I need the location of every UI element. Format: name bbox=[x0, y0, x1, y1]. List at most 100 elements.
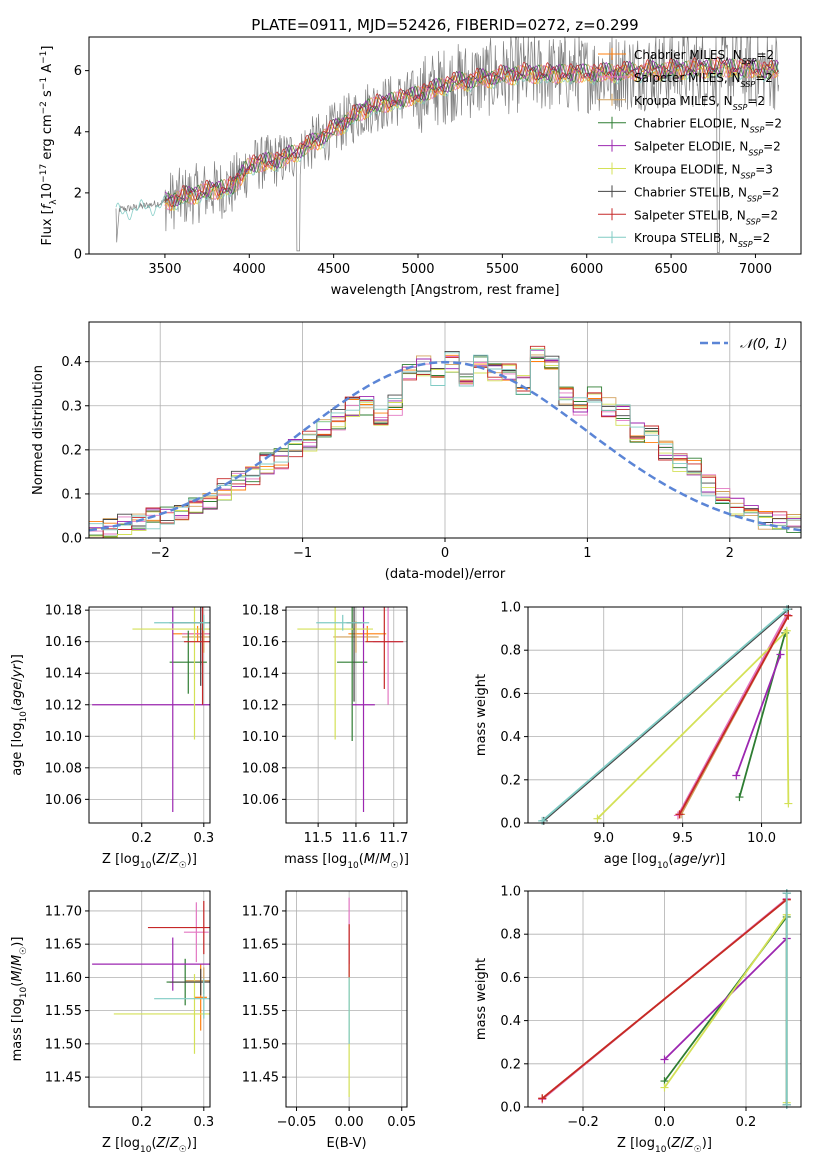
y-tick-label: 10.18 bbox=[242, 604, 279, 619]
y-tick-label: 11.60 bbox=[45, 971, 82, 986]
x-tick-label: 9.0 bbox=[593, 831, 614, 846]
y-tick-label: 11.65 bbox=[45, 938, 82, 953]
chart-age-vs-Z: 0.2 0.3 10.06 10.08 10.10 10.12 10.14 10.16 10.1… bbox=[10, 604, 214, 871]
y-tick-label: 11.45 bbox=[45, 1071, 82, 1086]
model-spectrum-line bbox=[164, 58, 779, 208]
x-axis-label: mass [log10(M/M☉)] bbox=[284, 852, 409, 871]
weight-marker bbox=[538, 816, 547, 825]
legend-label: Kroupa MILES, NSSP=2 bbox=[634, 94, 765, 112]
errorbar-plot bbox=[297, 607, 404, 812]
x-tick-label: 11.7 bbox=[379, 831, 408, 846]
histogram-step bbox=[89, 349, 801, 531]
legend-label: 𝒩(0, 1) bbox=[740, 337, 787, 352]
y-tick-label: 0.0 bbox=[500, 1101, 521, 1116]
x-axis-label: Z [log10(Z/Z☉)] bbox=[617, 1136, 712, 1155]
weight-marker bbox=[660, 1083, 669, 1092]
y-tick-label: 0.4 bbox=[61, 355, 82, 370]
y-tick-label: 0.3 bbox=[61, 399, 82, 414]
y-tick-label: 11.55 bbox=[242, 1004, 279, 1019]
model-spectrum-line bbox=[164, 56, 779, 208]
x-axis-label: (data-model)/error bbox=[385, 567, 506, 582]
errorbar-plot bbox=[92, 900, 210, 1054]
y-tick-label: 0.1 bbox=[61, 487, 82, 502]
weight-plot bbox=[538, 889, 791, 1109]
weight-marker bbox=[782, 605, 791, 614]
y-tick-label: 10.12 bbox=[45, 698, 82, 713]
chart-weight-vs-Z: −0.2 0.0 0.2 0.0 0.2 0.4 0.6 0.8 1.0 mass weight Z… bbox=[474, 885, 802, 1155]
y-tick-label: 0.6 bbox=[500, 687, 521, 702]
legend-label: Chabrier MILES, NSSP=2 bbox=[634, 48, 774, 66]
x-axis-label: wavelength [Angstrom, rest frame] bbox=[331, 283, 560, 298]
y-tick-label: 10.10 bbox=[242, 730, 279, 745]
weight-marker bbox=[782, 626, 791, 635]
y-tick-label: 11.50 bbox=[45, 1037, 82, 1052]
legend-label: Chabrier STELIB, NSSP=2 bbox=[634, 185, 779, 203]
axes-frame bbox=[88, 36, 802, 255]
weight-marker bbox=[782, 889, 791, 898]
x-tick-label: 4000 bbox=[233, 262, 266, 277]
axes-frame bbox=[88, 606, 211, 824]
x-tick-label: 0.0 bbox=[654, 1115, 675, 1130]
x-tick-label: 10.0 bbox=[747, 831, 776, 846]
x-axis-label: Z [log10(Z/Z☉)] bbox=[102, 852, 197, 871]
x-tick-label: 5000 bbox=[401, 262, 434, 277]
x-tick-label: 7000 bbox=[739, 262, 772, 277]
weight-marker bbox=[593, 814, 602, 823]
y-tick-label: 10.16 bbox=[45, 635, 82, 650]
x-tick-label: 1 bbox=[583, 546, 591, 561]
y-tick-label: 6 bbox=[74, 64, 82, 79]
x-tick-label: −1 bbox=[293, 546, 312, 561]
chart-residuals: −2 −1 0 1 2 0.0 0.1 0.2 0.3 0.4 (data-model)/error… bbox=[31, 321, 802, 582]
weight-line bbox=[543, 608, 789, 822]
legend-label: Salpeter STELIB, NSSP=2 bbox=[634, 208, 778, 226]
y-axis-label: mass [log10(M/M☉)] bbox=[10, 937, 29, 1062]
y-tick-label: 11.50 bbox=[242, 1037, 279, 1052]
y-tick-label: 10.08 bbox=[45, 761, 82, 776]
y-axis-label: Normed distribution bbox=[31, 365, 46, 495]
y-tick-label: 0.0 bbox=[500, 817, 521, 832]
y-tick-label: 11.70 bbox=[242, 904, 279, 919]
y-tick-label: 11.60 bbox=[242, 971, 279, 986]
x-tick-label: 0.2 bbox=[131, 1115, 152, 1130]
weight-line bbox=[677, 614, 788, 816]
x-tick-label: 0.05 bbox=[387, 1115, 416, 1130]
x-tick-label: 0.3 bbox=[193, 1115, 214, 1130]
axes-frame bbox=[88, 890, 211, 1108]
weight-plot bbox=[538, 605, 793, 825]
weight-marker bbox=[784, 799, 793, 808]
chart-age-vs-mass: 11.5 11.6 11.7 10.06 10.08 10.10 10.12 10.14 10.… bbox=[242, 604, 409, 871]
weight-line bbox=[678, 615, 790, 815]
errorbar-plot bbox=[92, 607, 210, 812]
residual-plot bbox=[89, 345, 801, 538]
y-tick-label: 0.2 bbox=[500, 1057, 521, 1072]
y-axis-label: Flux [fλ10−17 erg cm−2 s−1 A−1] bbox=[39, 46, 59, 246]
weight-marker bbox=[782, 1100, 791, 1109]
y-tick-label: 0.2 bbox=[500, 773, 521, 788]
weight-line bbox=[735, 654, 782, 776]
y-tick-label: 10.12 bbox=[242, 698, 279, 713]
weight-marker bbox=[784, 611, 793, 620]
weight-marker bbox=[538, 1094, 547, 1103]
legend-label: Kroupa ELODIE, NSSP=3 bbox=[634, 163, 773, 181]
legend-label: Salpeter MILES, NSSP=2 bbox=[634, 71, 773, 89]
y-tick-label: 11.45 bbox=[242, 1071, 279, 1086]
weight-marker bbox=[675, 810, 684, 819]
x-tick-label: 11.5 bbox=[304, 831, 333, 846]
x-tick-label: −0.2 bbox=[567, 1115, 599, 1130]
spectrum-legend: Chabrier MILES, NSSP=2 Salpeter MILES, NS… bbox=[598, 48, 782, 249]
y-tick-label: 0.6 bbox=[500, 971, 521, 986]
weight-marker bbox=[732, 771, 741, 780]
x-tick-label: 0.2 bbox=[736, 1115, 757, 1130]
x-tick-label: 11.6 bbox=[341, 831, 370, 846]
x-axis-label: Z [log10(Z/Z☉)] bbox=[102, 1136, 197, 1155]
y-axis-label: age [log10(age/yr)] bbox=[10, 654, 29, 776]
residual-legend: 𝒩(0, 1) bbox=[700, 337, 787, 352]
weight-line bbox=[541, 898, 788, 1100]
y-tick-label: 10.18 bbox=[45, 604, 82, 619]
y-tick-label: 1.0 bbox=[500, 601, 521, 616]
weight-marker bbox=[660, 1055, 669, 1064]
chart-mass-vs-Z: 0.2 0.3 11.45 11.50 11.55 11.60 11.65 11.70 Z [l… bbox=[10, 890, 214, 1155]
model-spectrum-line bbox=[164, 58, 779, 207]
weight-line bbox=[541, 608, 788, 822]
